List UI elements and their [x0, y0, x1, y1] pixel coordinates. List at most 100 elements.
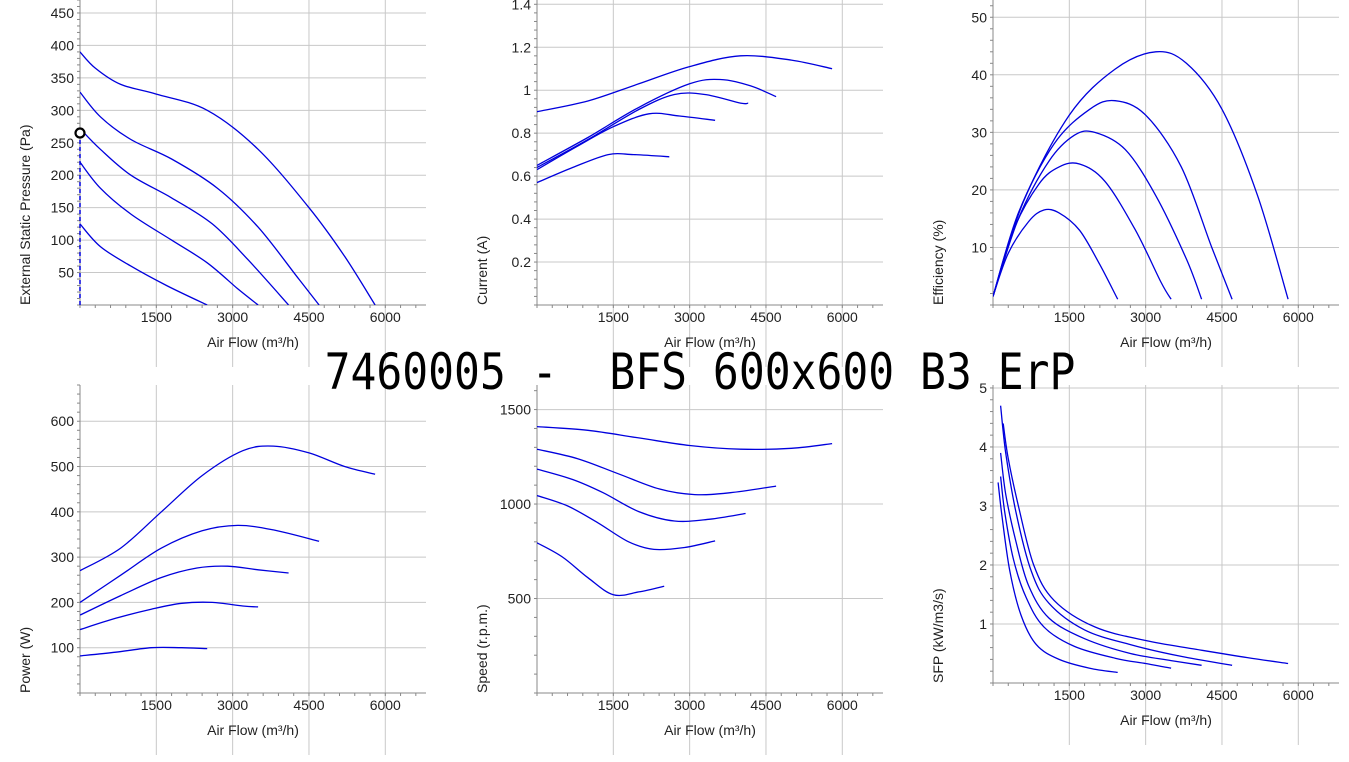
series-group: [80, 445, 376, 657]
series-group: [993, 50, 1289, 300]
y-axis-label: Power (W): [17, 627, 33, 693]
x-axis-label: Air Flow (m³/h): [664, 722, 756, 738]
curve-speed-2: [537, 448, 777, 496]
x-tick-label: 3000: [674, 697, 705, 713]
y-tick-label: 20: [971, 182, 987, 198]
curve-current-1: [537, 54, 833, 113]
curve-pressure-5: [80, 223, 208, 305]
x-tick-label: 6000: [370, 697, 401, 713]
y-tick-label: 50: [58, 265, 74, 281]
x-tick-label: 6000: [827, 309, 858, 325]
y-tick-label: 500: [508, 591, 532, 607]
y-tick-label: 0.4: [512, 211, 532, 227]
y-axis-label: Efficiency (%): [930, 220, 946, 305]
x-tick-label: 4500: [293, 309, 324, 325]
y-tick-label: 350: [51, 70, 75, 86]
y-tick-label: 200: [51, 167, 75, 183]
x-tick-label: 3000: [217, 697, 248, 713]
y-tick-label: 30: [971, 124, 987, 140]
y-tick-label: 0.6: [512, 168, 532, 184]
x-tick-label: 1500: [1054, 309, 1085, 325]
curve-pressure-1: [80, 51, 376, 305]
operating-point-marker: [74, 127, 86, 139]
y-tick-label: 3: [979, 498, 987, 514]
y-tick-label: 400: [51, 504, 75, 520]
y-tick-label: 600: [51, 413, 75, 429]
curve-efficiency-2: [993, 99, 1233, 300]
curve-current-3: [537, 92, 749, 169]
curve-sfp-4: [999, 476, 1172, 669]
series-group: [80, 51, 376, 305]
curve-speed-3: [537, 468, 746, 523]
curve-pressure-2: [80, 91, 320, 305]
y-tick-label: 150: [51, 200, 75, 216]
y-axis-label: External Static Pressure (Pa): [17, 124, 33, 305]
y-tick-label: 10: [971, 239, 987, 255]
y-tick-label: 4: [979, 439, 987, 455]
curve-power-3: [80, 565, 289, 616]
y-tick-label: 0.8: [512, 125, 532, 141]
y-tick-label: 500: [51, 459, 75, 475]
x-tick-label: 6000: [827, 697, 858, 713]
curve-pressure-4: [80, 161, 259, 305]
x-axis-label: Air Flow (m³/h): [664, 334, 756, 350]
y-tick-label: 5: [979, 380, 987, 396]
y-tick-label: 250: [51, 135, 75, 151]
y-tick-label: 1500: [500, 402, 531, 418]
curve-current-2: [537, 78, 777, 166]
curve-power-2: [80, 524, 320, 603]
curve-efficiency-1: [993, 50, 1289, 300]
series-group: [537, 54, 833, 184]
y-tick-label: 100: [51, 640, 75, 656]
y-axis-label: Current (A): [474, 236, 490, 305]
x-tick-label: 1500: [1054, 687, 1085, 703]
y-tick-label: 200: [51, 594, 75, 610]
x-tick-label: 1500: [598, 309, 629, 325]
x-tick-label: 3000: [1130, 687, 1161, 703]
chart-speed: 1500 3000 4500 6000 500 1000 1500 Air Flow (m³/…: [474, 385, 883, 755]
chart-efficiency: 1500 3000 4500 6000 10 20 30 40 50 Air Flow (m³/h…: [930, 0, 1339, 367]
curve-pressure-3: [80, 128, 290, 305]
x-tick-label: 3000: [674, 309, 705, 325]
x-tick-label: 4500: [1206, 687, 1237, 703]
y-tick-label: 1: [523, 82, 531, 98]
y-tick-label: 300: [51, 549, 75, 565]
x-axis-label: Air Flow (m³/h): [207, 334, 299, 350]
y-axis-label: Speed (r.p.m.): [474, 604, 490, 693]
x-tick-label: 4500: [750, 697, 781, 713]
curve-power-4: [80, 601, 259, 631]
x-tick-label: 3000: [1130, 309, 1161, 325]
x-tick-label: 1500: [598, 697, 629, 713]
curve-power-1: [80, 445, 376, 572]
y-tick-label: 100: [51, 232, 75, 248]
series-group: [537, 425, 833, 597]
y-tick-label: 1.2: [512, 39, 532, 55]
series-group: [997, 405, 1289, 674]
curve-efficiency-4: [993, 162, 1172, 300]
x-tick-label: 3000: [217, 309, 248, 325]
curve-sfp-2: [999, 405, 1233, 666]
curve-efficiency-5: [993, 208, 1119, 300]
y-tick-label: 1000: [500, 496, 531, 512]
curve-speed-4: [537, 494, 716, 551]
x-axis-label: Air Flow (m³/h): [1120, 334, 1212, 350]
x-tick-label: 4500: [1206, 309, 1237, 325]
x-tick-label: 1500: [141, 697, 172, 713]
curve-sfp-1: [1002, 423, 1289, 665]
curve-efficiency-3: [993, 130, 1203, 300]
curve-sfp-3: [999, 452, 1202, 666]
y-tick-label: 300: [51, 102, 75, 118]
curve-power-5: [80, 646, 208, 657]
y-tick-label: 0.2: [512, 254, 532, 270]
y-tick-label: 40: [971, 67, 987, 83]
curve-speed-1: [537, 425, 833, 451]
y-tick-label: 450: [51, 5, 75, 21]
chart-current: 1500 3000 4500 6000 0.2 0.4 0.6 0.8 1 1.2 1.4 Air F…: [474, 0, 883, 367]
y-tick-label: 2: [979, 557, 987, 573]
x-axis-label: Air Flow (m³/h): [207, 722, 299, 738]
y-tick-label: 400: [51, 37, 75, 53]
chart-sfp: 1500 3000 4500 6000 1 2 3 4 5 Air Flow (m³/h) SFP …: [930, 380, 1339, 745]
x-tick-label: 4500: [750, 309, 781, 325]
y-axis-label: SFP (kW/m3/s): [930, 588, 946, 683]
